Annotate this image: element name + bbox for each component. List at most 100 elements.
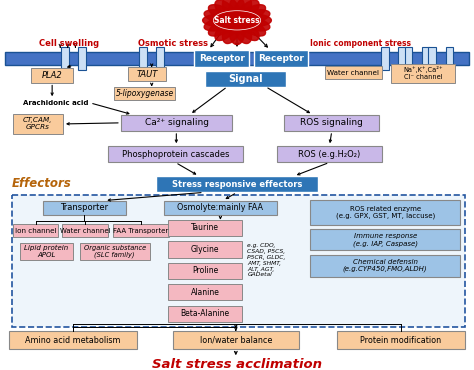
FancyBboxPatch shape <box>337 331 465 349</box>
Text: Ion/water balance: Ion/water balance <box>200 336 272 344</box>
Text: ROS (e.g.H₂O₂): ROS (e.g.H₂O₂) <box>298 150 361 159</box>
FancyBboxPatch shape <box>405 47 412 70</box>
FancyBboxPatch shape <box>284 115 379 131</box>
FancyBboxPatch shape <box>108 146 243 162</box>
FancyBboxPatch shape <box>168 284 242 300</box>
FancyBboxPatch shape <box>13 224 58 237</box>
FancyBboxPatch shape <box>121 115 232 131</box>
FancyBboxPatch shape <box>205 71 286 87</box>
Text: CT,CAM,
GPCRs: CT,CAM, GPCRs <box>23 117 53 131</box>
Ellipse shape <box>215 17 239 41</box>
Text: Ion channel: Ion channel <box>15 228 56 233</box>
Text: Na⁺,K⁺,Ca²⁺
Cl⁻ channel: Na⁺,K⁺,Ca²⁺ Cl⁻ channel <box>403 66 443 80</box>
Text: Receptor: Receptor <box>258 54 304 63</box>
FancyBboxPatch shape <box>310 200 460 225</box>
FancyBboxPatch shape <box>80 243 150 260</box>
FancyBboxPatch shape <box>391 64 455 83</box>
FancyBboxPatch shape <box>310 255 460 277</box>
FancyBboxPatch shape <box>13 114 63 134</box>
Text: Immune response
(e.g. IAP, Caspase): Immune response (e.g. IAP, Caspase) <box>353 233 418 246</box>
Text: Ca²⁺ signaling: Ca²⁺ signaling <box>145 118 209 127</box>
FancyBboxPatch shape <box>156 176 318 192</box>
Ellipse shape <box>209 5 239 24</box>
FancyBboxPatch shape <box>43 201 126 215</box>
FancyBboxPatch shape <box>398 47 406 70</box>
Ellipse shape <box>215 0 239 24</box>
FancyBboxPatch shape <box>114 87 175 100</box>
Ellipse shape <box>209 17 239 36</box>
Text: FAA Transporter: FAA Transporter <box>113 228 168 233</box>
FancyBboxPatch shape <box>31 68 73 83</box>
Text: Salt stress acclimation: Salt stress acclimation <box>152 358 322 370</box>
Text: ROS related enzyme
(e.g. GPX, GST, MT, laccuse): ROS related enzyme (e.g. GPX, GST, MT, l… <box>336 206 435 219</box>
FancyBboxPatch shape <box>61 47 69 70</box>
FancyBboxPatch shape <box>168 263 242 279</box>
Ellipse shape <box>235 0 259 24</box>
Ellipse shape <box>235 5 265 24</box>
Text: Water channel: Water channel <box>60 228 110 233</box>
FancyBboxPatch shape <box>168 220 242 236</box>
Text: Taurine: Taurine <box>191 223 219 232</box>
Text: Stress responsive effectors: Stress responsive effectors <box>172 180 302 189</box>
FancyBboxPatch shape <box>168 241 242 258</box>
FancyBboxPatch shape <box>78 47 86 70</box>
FancyBboxPatch shape <box>62 224 108 237</box>
Text: Transporter: Transporter <box>60 203 108 212</box>
FancyBboxPatch shape <box>325 66 382 79</box>
Text: Ionic component stress: Ionic component stress <box>310 39 411 48</box>
Text: Arachidonic acid: Arachidonic acid <box>23 100 88 106</box>
Text: Water channel: Water channel <box>327 70 379 75</box>
Text: Alanine: Alanine <box>191 288 219 297</box>
Text: Amino acid metabolism: Amino acid metabolism <box>25 336 120 344</box>
Text: Phosphoprotein cascades: Phosphoprotein cascades <box>122 150 229 159</box>
FancyBboxPatch shape <box>194 50 249 67</box>
FancyBboxPatch shape <box>128 67 166 81</box>
FancyBboxPatch shape <box>168 306 242 322</box>
FancyBboxPatch shape <box>446 47 453 70</box>
FancyBboxPatch shape <box>5 52 469 65</box>
Text: Osmotic stress: Osmotic stress <box>138 39 208 48</box>
FancyBboxPatch shape <box>277 146 382 162</box>
Ellipse shape <box>229 17 245 44</box>
Text: Cell swelling: Cell swelling <box>39 39 99 48</box>
FancyBboxPatch shape <box>254 50 308 67</box>
Text: Effectors: Effectors <box>12 177 72 190</box>
FancyBboxPatch shape <box>173 331 299 349</box>
Text: Protein modification: Protein modification <box>360 336 441 344</box>
Text: Beta-Alanine: Beta-Alanine <box>181 309 229 318</box>
Ellipse shape <box>204 10 238 24</box>
Ellipse shape <box>229 0 245 24</box>
FancyBboxPatch shape <box>156 47 164 70</box>
FancyBboxPatch shape <box>9 331 137 349</box>
FancyBboxPatch shape <box>20 243 73 260</box>
Ellipse shape <box>233 17 252 44</box>
FancyBboxPatch shape <box>428 47 436 70</box>
Ellipse shape <box>213 11 261 30</box>
Ellipse shape <box>235 17 265 36</box>
Ellipse shape <box>222 0 241 24</box>
Ellipse shape <box>222 17 241 44</box>
FancyBboxPatch shape <box>422 47 429 70</box>
Ellipse shape <box>202 14 238 27</box>
Ellipse shape <box>236 14 271 27</box>
Text: 5-lipoxygenase: 5-lipoxygenase <box>116 89 173 98</box>
Text: TAUT: TAUT <box>136 70 158 79</box>
FancyBboxPatch shape <box>164 201 277 215</box>
FancyBboxPatch shape <box>113 224 169 237</box>
Ellipse shape <box>236 16 270 31</box>
Text: ROS signaling: ROS signaling <box>301 118 363 127</box>
Ellipse shape <box>233 0 252 24</box>
Text: Signal: Signal <box>228 74 263 84</box>
Text: Salt stress: Salt stress <box>214 16 260 25</box>
FancyBboxPatch shape <box>139 47 147 70</box>
Text: Lipid protein
APOL: Lipid protein APOL <box>24 245 69 258</box>
Text: e.g. CDO,
CSAD, P5CS,
P5CR, GLDC,
AMT, SHMT,
ALT, AGT,
GADetal: e.g. CDO, CSAD, P5CS, P5CR, GLDC, AMT, S… <box>247 243 286 278</box>
Text: PLA2: PLA2 <box>42 71 63 80</box>
Text: Osmolyte:mainly FAA: Osmolyte:mainly FAA <box>177 203 264 212</box>
Ellipse shape <box>235 17 259 41</box>
Text: Proline: Proline <box>192 266 218 275</box>
Ellipse shape <box>204 16 238 31</box>
FancyBboxPatch shape <box>381 47 389 70</box>
FancyBboxPatch shape <box>310 229 460 250</box>
Text: Receptor: Receptor <box>199 54 245 63</box>
